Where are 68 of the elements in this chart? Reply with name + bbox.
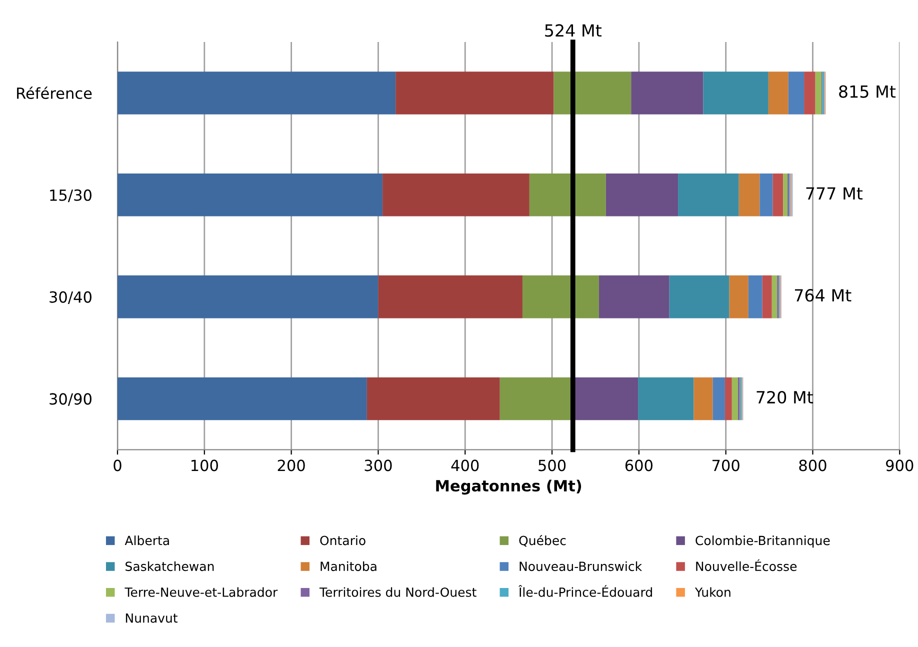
bar xyxy=(694,377,713,420)
total-label: 815 Mt xyxy=(839,85,896,98)
x-tick-label: 700 xyxy=(712,460,740,472)
bar xyxy=(738,174,760,216)
bar xyxy=(729,275,748,318)
x-tick-label: 100 xyxy=(192,460,218,472)
legend-label: Alberta xyxy=(124,536,169,546)
bar xyxy=(396,72,554,114)
bar xyxy=(815,72,822,114)
x-tick-label: 300 xyxy=(364,460,392,472)
legend-label: Ontario xyxy=(320,536,366,546)
total-label: 720 Mt xyxy=(756,390,814,404)
x-tick-label: 800 xyxy=(799,460,826,472)
bar xyxy=(382,174,530,216)
bar xyxy=(678,174,739,216)
x-tick-label: 600 xyxy=(625,460,652,472)
legend-label: Yukon xyxy=(694,587,730,597)
legend-label: Terre-Neuve-et-Labrador xyxy=(124,587,278,597)
bar xyxy=(554,72,632,114)
bar xyxy=(748,275,762,318)
x-tick-label: 0 xyxy=(114,460,122,472)
ref-line-label: 524 Mt xyxy=(545,24,602,37)
legend-label: Manitoba xyxy=(320,561,376,572)
bar xyxy=(762,275,772,318)
bar xyxy=(118,174,383,216)
bar xyxy=(669,275,730,318)
y-tick-label: 15/30 xyxy=(50,189,92,202)
x-tick-label: 200 xyxy=(278,460,305,472)
bar xyxy=(768,72,788,114)
legend-label: Île-du-Prince-Édouard xyxy=(518,585,652,597)
bar xyxy=(703,72,768,114)
x-axis-title: Megatonnes (Mt) xyxy=(436,480,582,495)
legend-label: Nouveau-Brunswick xyxy=(520,561,642,572)
x-tick-label: 400 xyxy=(451,460,479,472)
y-tick-label: 30/40 xyxy=(50,291,92,304)
bar xyxy=(783,174,788,216)
legend-label: Québec xyxy=(519,535,566,547)
bar xyxy=(732,377,738,420)
bar xyxy=(606,174,678,216)
bar xyxy=(529,174,606,216)
legend-label: Nunavut xyxy=(126,613,178,623)
legend-label: Colombie-Britannique xyxy=(696,536,830,548)
x-tick-label: 900 xyxy=(886,460,914,472)
legend-label: Nouvelle-Écosse xyxy=(696,559,797,572)
bar xyxy=(724,377,732,420)
bar xyxy=(598,275,670,318)
bar xyxy=(118,72,396,114)
bar xyxy=(118,275,378,318)
bar xyxy=(712,377,725,420)
total-label: 777 Mt xyxy=(806,187,863,200)
bar xyxy=(378,275,522,318)
bar xyxy=(631,72,704,114)
bar xyxy=(788,72,804,114)
bar xyxy=(500,377,572,420)
bar xyxy=(522,275,599,318)
legend-label: Saskatchewan xyxy=(126,561,214,572)
bar xyxy=(760,174,773,216)
total-label: 764 Mt xyxy=(794,289,852,302)
x-tick-label: 500 xyxy=(538,460,566,472)
bar xyxy=(772,275,778,318)
y-tick-label: 30/90 xyxy=(50,393,92,406)
bar xyxy=(638,377,694,420)
y-tick-label: Référence xyxy=(17,86,92,100)
bar xyxy=(366,377,500,420)
bar xyxy=(804,72,816,114)
bar xyxy=(772,174,784,216)
legend-label: Territoires du Nord-Ouest xyxy=(319,587,476,597)
bar xyxy=(118,377,367,420)
